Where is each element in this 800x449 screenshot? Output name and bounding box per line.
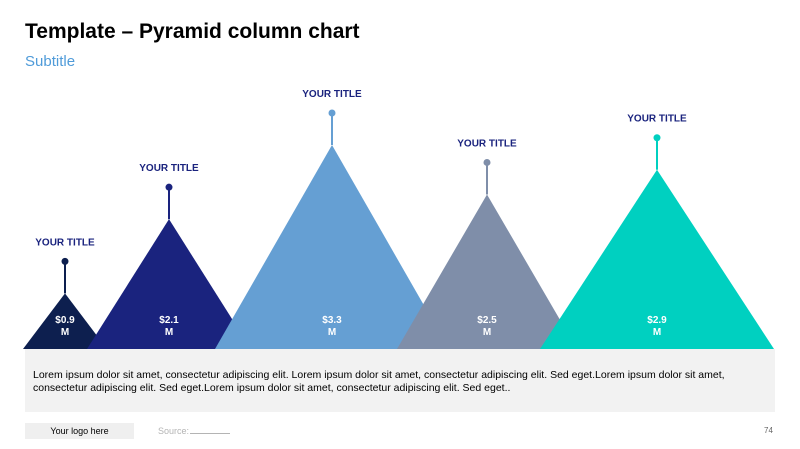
- slide-title: Template – Pyramid column chart: [25, 20, 360, 43]
- value-label-1: $0.9: [55, 315, 75, 326]
- value-unit-5: M: [653, 327, 661, 338]
- value-unit-1: M: [61, 327, 69, 338]
- source-label: Source:: [158, 426, 231, 436]
- pyramid-3: [215, 145, 449, 349]
- category-label-1: YOUR TITLE: [35, 237, 95, 248]
- page-number: 74: [764, 426, 773, 435]
- value-label-2: $2.1: [159, 315, 179, 326]
- category-label-4: YOUR TITLE: [457, 138, 517, 149]
- category-label-3: YOUR TITLE: [302, 89, 362, 100]
- source-text: Source:: [158, 426, 190, 436]
- category-label-5: YOUR TITLE: [627, 114, 687, 125]
- slide-subtitle: Subtitle: [25, 53, 76, 70]
- pyramid-5: [540, 169, 774, 349]
- pyramid-dot-2: [165, 183, 173, 191]
- pyramid-dot-5: [653, 134, 661, 142]
- description-text: Lorem ipsum dolor sit amet, consectetur …: [33, 369, 725, 394]
- source-underline: [190, 433, 231, 434]
- value-label-4: $2.5: [477, 315, 497, 326]
- value-label-3: $3.3: [322, 315, 342, 326]
- value-unit-4: M: [483, 327, 491, 338]
- pyramid-4: [397, 194, 577, 349]
- pyramid-1: [23, 293, 107, 349]
- value-unit-2: M: [165, 327, 173, 338]
- pyramid-dot-4: [483, 158, 491, 166]
- category-label-2: YOUR TITLE: [139, 163, 199, 174]
- description-text-box: Lorem ipsum dolor sit amet, consectetur …: [25, 349, 775, 412]
- pyramid-dot-3: [328, 109, 336, 117]
- value-unit-3: M: [328, 327, 336, 338]
- pyramid-2: [87, 219, 251, 349]
- pyramid-dot-1: [61, 257, 69, 265]
- logo-placeholder: Your logo here: [25, 423, 134, 439]
- value-label-5: $2.9: [647, 315, 667, 326]
